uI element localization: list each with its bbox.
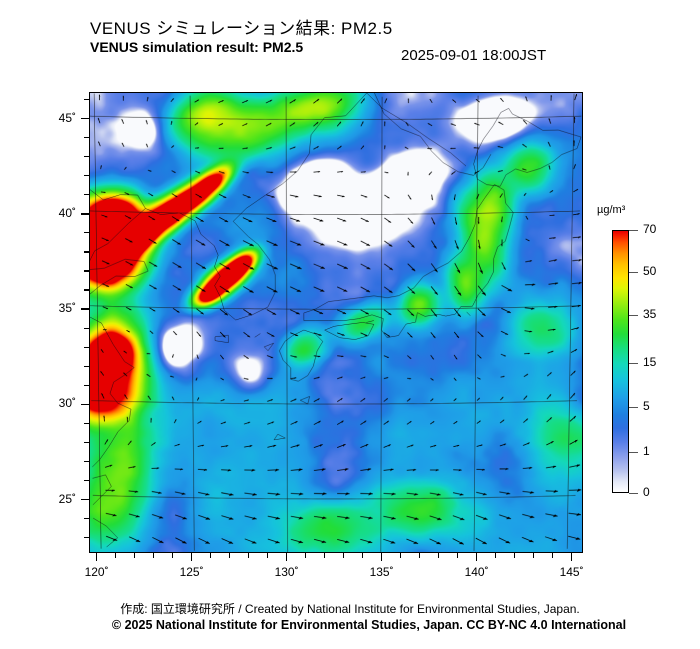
y-axis-tick bbox=[81, 498, 89, 501]
x-axis-tick bbox=[494, 553, 497, 558]
y-axis-tick bbox=[81, 403, 89, 406]
x-axis-label: 125˚ bbox=[179, 565, 204, 579]
y-axis-tick bbox=[84, 518, 89, 520]
x-axis-tick bbox=[399, 553, 402, 558]
y-axis-tick bbox=[84, 460, 89, 463]
y-axis-tick bbox=[84, 194, 89, 196]
license-text-inner: © 2025 National Institute for Environmen… bbox=[111, 618, 627, 632]
x-axis-tick bbox=[95, 553, 98, 561]
x-axis-label: 130˚ bbox=[274, 565, 299, 579]
license-text: © 2025 National Institute for Environmen… bbox=[0, 618, 700, 632]
colorbar-tick-label: 1 bbox=[643, 444, 650, 458]
colorbar-tick bbox=[629, 452, 638, 454]
colorbar-tick bbox=[629, 493, 638, 495]
y-axis-tick bbox=[84, 289, 89, 291]
x-axis-tick bbox=[190, 553, 193, 561]
colorbar-tick-label: 70 bbox=[643, 222, 657, 236]
colorbar-tick bbox=[629, 230, 638, 232]
colorbar-tick-label: 50 bbox=[643, 264, 657, 278]
x-axis-tick bbox=[418, 553, 421, 558]
map-plot-area bbox=[89, 92, 583, 553]
x-axis-label: 140˚ bbox=[464, 565, 489, 579]
x-axis-tick bbox=[551, 553, 554, 558]
x-axis-tick bbox=[304, 553, 307, 558]
y-axis-label: 25˚ bbox=[58, 491, 76, 506]
y-axis-tick bbox=[81, 213, 89, 215]
y-axis-tick bbox=[84, 384, 89, 386]
timestamp-label: 2025-09-01 18:00JST bbox=[401, 47, 547, 64]
x-axis-tick bbox=[570, 553, 573, 561]
page-title-english: VENUS simulation result: PM2.5 bbox=[90, 39, 304, 55]
y-axis-tick bbox=[84, 441, 89, 443]
y-axis-tick bbox=[84, 270, 89, 272]
x-axis-label: 145˚ bbox=[559, 565, 584, 579]
x-axis-tick bbox=[380, 553, 383, 561]
x-axis-tick bbox=[437, 553, 440, 558]
colorbar-tick bbox=[629, 272, 638, 274]
x-axis-tick bbox=[152, 553, 155, 558]
y-axis-label: 45˚ bbox=[58, 110, 76, 125]
colorbar-tick bbox=[629, 315, 638, 317]
y-axis-tick bbox=[84, 98, 89, 101]
x-axis-tick bbox=[133, 553, 136, 558]
y-axis-tick bbox=[84, 232, 89, 234]
pm25-heatmap-canvas bbox=[90, 93, 582, 552]
x-axis-tick bbox=[342, 553, 345, 558]
y-axis-tick bbox=[84, 346, 89, 348]
page-title-japanese: VENUS シミュレーション結果: PM2.5 bbox=[90, 19, 393, 38]
y-axis-tick bbox=[84, 479, 89, 482]
x-axis-tick bbox=[361, 553, 364, 558]
y-axis-label: 30˚ bbox=[58, 396, 76, 411]
x-axis-tick bbox=[475, 553, 478, 561]
y-axis-tick bbox=[84, 327, 89, 329]
x-axis-tick bbox=[266, 553, 269, 558]
x-axis-tick bbox=[247, 553, 250, 558]
x-axis-tick bbox=[323, 553, 326, 558]
y-axis-tick bbox=[84, 422, 89, 424]
colorbar-tick-label: 35 bbox=[643, 307, 657, 321]
x-axis-tick bbox=[513, 553, 516, 558]
credit-text: 作成: 国立環境研究所 / Created by National Instit… bbox=[120, 602, 580, 616]
x-axis-label: 135˚ bbox=[369, 565, 394, 579]
y-axis-tick bbox=[84, 175, 89, 177]
colorbar-tick-label: 0 bbox=[643, 485, 650, 499]
colorbar-tick-label: 15 bbox=[643, 355, 657, 369]
y-axis-tick bbox=[84, 251, 89, 253]
x-axis-label: 120˚ bbox=[84, 565, 109, 579]
y-axis-tick bbox=[84, 156, 89, 158]
y-axis-tick bbox=[84, 537, 89, 539]
x-axis-tick bbox=[532, 553, 535, 558]
colorbar-unit-label: µg/m³ bbox=[597, 204, 626, 216]
colorbar-tick-label: 5 bbox=[643, 399, 650, 413]
y-axis-tick bbox=[81, 117, 89, 120]
colorbar-tick bbox=[629, 407, 638, 409]
y-axis-tick bbox=[84, 365, 89, 367]
colorbar-gradient bbox=[612, 230, 629, 493]
x-axis-tick bbox=[228, 553, 231, 558]
y-axis-label: 35˚ bbox=[58, 301, 76, 316]
colorbar-tick bbox=[629, 363, 638, 365]
y-axis-label: 40˚ bbox=[58, 205, 76, 220]
x-axis-tick bbox=[114, 553, 117, 558]
y-axis-tick bbox=[81, 308, 89, 310]
x-axis-tick bbox=[285, 553, 288, 561]
x-axis-tick bbox=[209, 553, 212, 558]
y-axis-tick bbox=[84, 137, 89, 139]
x-axis-tick bbox=[456, 553, 459, 558]
x-axis-tick bbox=[171, 553, 174, 558]
